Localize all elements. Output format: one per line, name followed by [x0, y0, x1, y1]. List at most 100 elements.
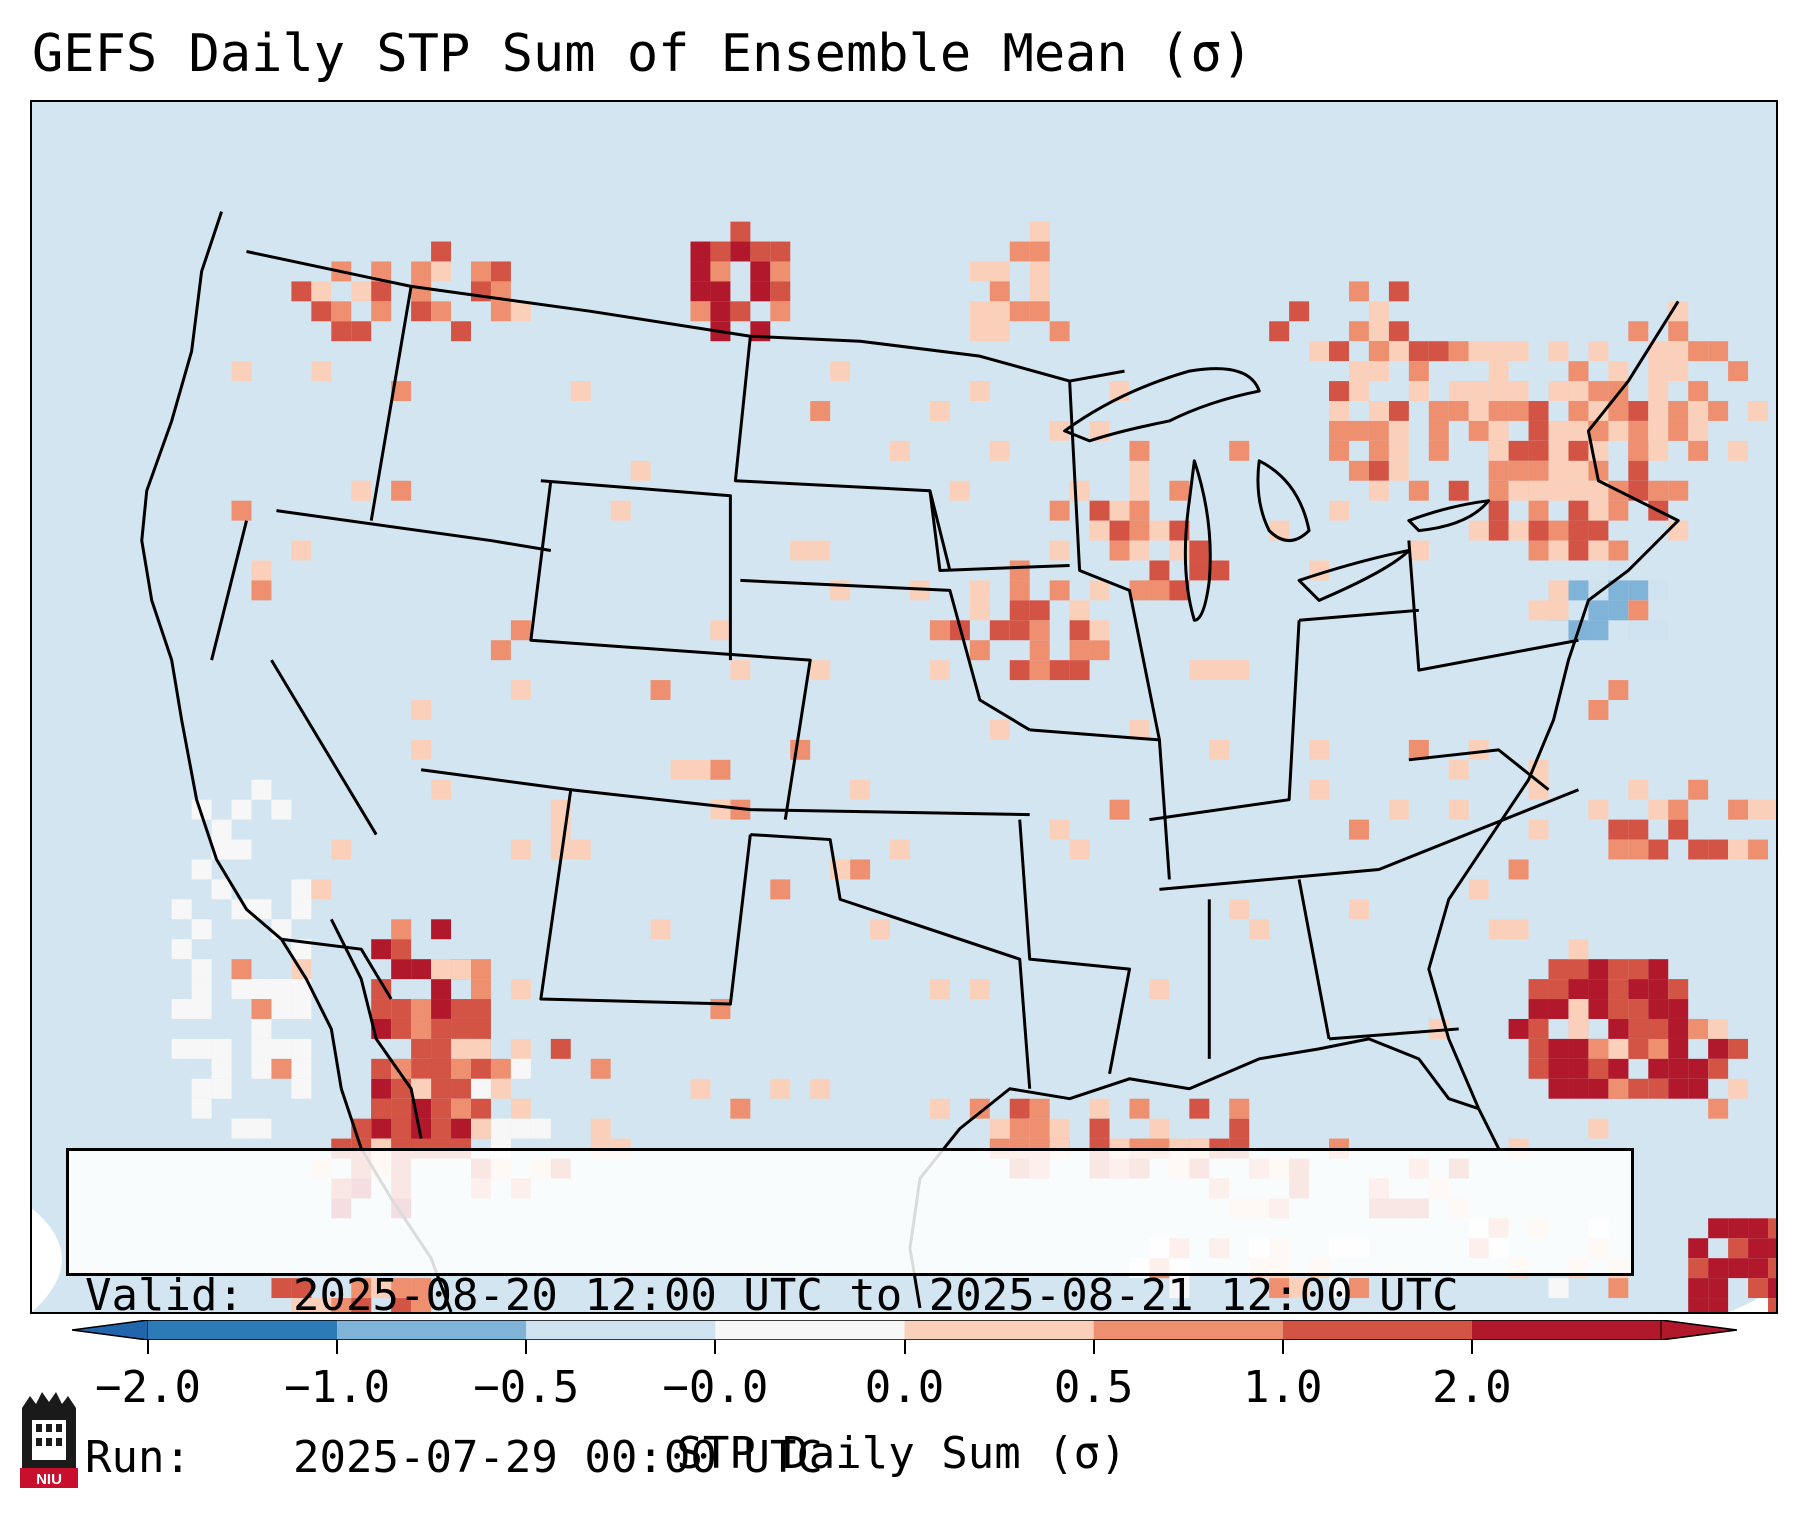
anomaly-cell [550, 1038, 571, 1059]
anomaly-cell [371, 999, 392, 1019]
state-line [1159, 788, 1580, 891]
anomaly-cell [1588, 520, 1609, 541]
anomaly-cell [1508, 859, 1529, 880]
anomaly-cell [1049, 420, 1070, 441]
valid-value: 2025-08-20 12:00 UTC to 2025-08-21 12:00… [293, 1270, 1459, 1321]
anomaly-cell [411, 959, 432, 980]
state-line [1297, 879, 1331, 1040]
anomaly-cell [1668, 420, 1689, 441]
anomaly-cell [1608, 979, 1629, 1000]
anomaly-cell [770, 1078, 791, 1099]
anomaly-cell [1348, 381, 1369, 402]
anomaly-cell [1668, 1078, 1689, 1099]
anomaly-cell [929, 1098, 950, 1119]
anomaly-cell [1309, 779, 1330, 800]
anomaly-cell [1408, 361, 1429, 382]
lake-huron [1256, 459, 1311, 543]
anomaly-cell [490, 1118, 511, 1139]
anomaly-cell [1608, 580, 1629, 601]
anomaly-cell [650, 919, 671, 940]
anomaly-cell [1528, 1018, 1549, 1039]
lake-ontario [1407, 499, 1491, 533]
anomaly-cell [1388, 281, 1409, 302]
anomaly-cell [1548, 520, 1569, 541]
anomaly-cell [1468, 381, 1489, 402]
valid-run-info-box: Valid: 2025-08-20 12:00 UTC to 2025-08-21… [66, 1148, 1634, 1483]
anomaly-cell [1648, 799, 1669, 820]
anomaly-cell [1209, 560, 1230, 581]
anomaly-cell [730, 301, 751, 322]
anomaly-cell [1608, 1018, 1629, 1039]
anomaly-cell [730, 241, 751, 262]
anomaly-cell [171, 1038, 192, 1059]
anomaly-cell [1588, 1038, 1609, 1059]
anomaly-cell [451, 1058, 471, 1079]
anomaly-cell [1628, 480, 1649, 501]
anomaly-cell [1548, 460, 1569, 481]
anomaly-cell [1728, 1218, 1749, 1239]
anomaly-cell [1548, 420, 1569, 441]
anomaly-cell [411, 1058, 432, 1079]
anomaly-cell [1528, 1058, 1549, 1079]
run-line: Run: 2025-07-29 00:00 UTC [85, 1431, 1631, 1485]
state-line [281, 937, 393, 1000]
anomaly-cell [1009, 660, 1030, 681]
anomaly-cell [371, 979, 392, 1000]
anomaly-cell [1049, 321, 1070, 342]
anomaly-cell [1289, 301, 1310, 322]
anomaly-cell [331, 301, 352, 322]
anomaly-cell [231, 959, 252, 980]
colorbar-tick [336, 1340, 339, 1354]
lake-michigan [1183, 459, 1212, 622]
anomaly-cell [451, 1078, 471, 1099]
anomaly-cell [1129, 480, 1150, 501]
anomaly-cell [989, 1118, 1010, 1139]
anomaly-cell [1388, 401, 1409, 421]
anomaly-cell [750, 261, 771, 282]
anomaly-cell [431, 919, 452, 940]
anomaly-cell [1408, 381, 1429, 402]
anomaly-cell [1508, 520, 1529, 541]
anomaly-cell [411, 1018, 432, 1039]
anomaly-cell [710, 620, 731, 641]
anomaly-cell [1488, 919, 1509, 940]
anomaly-cell [1628, 959, 1649, 980]
anomaly-cell [251, 1118, 272, 1139]
anomaly-cell [929, 660, 950, 681]
anomaly-cell [291, 1058, 312, 1079]
anomaly-cell [770, 241, 791, 262]
anomaly-cell [1548, 979, 1569, 1000]
anomaly-cell [1708, 839, 1729, 860]
anomaly-cell [1608, 680, 1629, 701]
anomaly-cell [331, 321, 352, 342]
anomaly-cell [470, 1058, 491, 1079]
anomaly-cell [969, 301, 990, 322]
anomaly-cell [1029, 241, 1050, 262]
anomaly-cell [1568, 520, 1589, 541]
anomaly-cell [1568, 540, 1589, 561]
map-panel[interactable] [30, 100, 1778, 1314]
anomaly-cell [969, 381, 990, 402]
state-line [928, 490, 1070, 572]
anomaly-cell [1229, 1118, 1250, 1139]
anomaly-cell [411, 1038, 432, 1059]
anomaly-cell [1528, 500, 1549, 521]
coastline-west [140, 211, 343, 1089]
anomaly-cell [391, 999, 412, 1019]
anomaly-cell [1468, 739, 1489, 760]
anomaly-cell [949, 480, 970, 501]
anomaly-cell [770, 301, 791, 322]
anomaly-cell [1588, 480, 1609, 501]
anomaly-cell [211, 1058, 232, 1079]
anomaly-cell [451, 999, 471, 1019]
map-canvas[interactable] [32, 102, 1776, 1312]
colorbar-tick-label: 0.0 [864, 1362, 945, 1413]
anomaly-cell [1568, 939, 1589, 960]
anomaly-cell [1129, 580, 1150, 601]
anomaly-cell [510, 620, 531, 641]
anomaly-cell [570, 381, 591, 402]
anomaly-cell [1368, 301, 1389, 322]
anomaly-cell [431, 1118, 452, 1139]
us-canada-border [246, 250, 1125, 383]
anomaly-cell [1069, 620, 1090, 641]
